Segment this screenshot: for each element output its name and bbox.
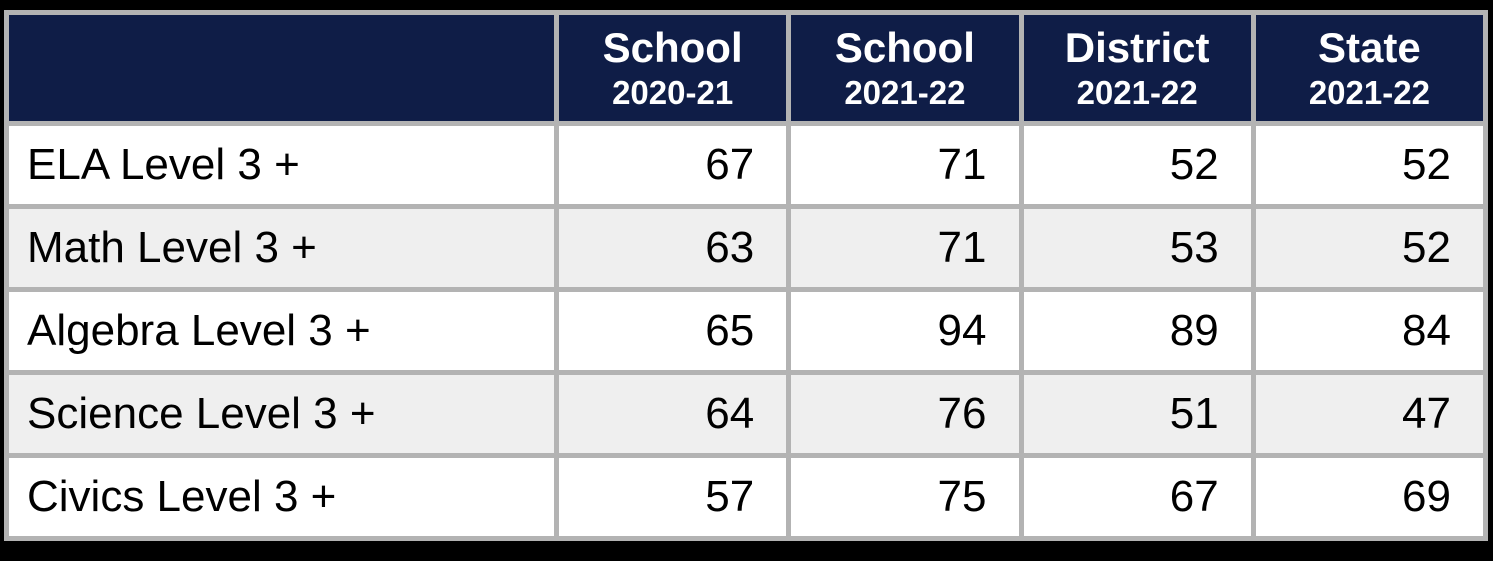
value-cell: 65 — [559, 292, 787, 370]
row-label: Algebra Level 3 + — [9, 292, 554, 370]
header-row: School 2020-21 School 2021-22 District 2… — [9, 15, 1483, 121]
row-label: Science Level 3 + — [9, 375, 554, 453]
column-header-school-2021-22: School 2021-22 — [791, 15, 1019, 121]
value-cell: 84 — [1255, 292, 1483, 370]
corner-header-cell — [9, 15, 554, 121]
column-header-year: 2021-22 — [844, 74, 966, 112]
table-row-civics: Civics Level 3 + 57 75 67 69 — [9, 458, 1483, 536]
column-header-year: 2021-22 — [1308, 74, 1430, 112]
value-cell: 89 — [1023, 292, 1251, 370]
value-cell: 67 — [559, 126, 787, 204]
table-row-ela: ELA Level 3 + 67 71 52 52 — [9, 126, 1483, 204]
value-cell: 52 — [1255, 126, 1483, 204]
table-row-math: Math Level 3 + 63 71 53 52 — [9, 209, 1483, 287]
column-header-district-2021-22: District 2021-22 — [1023, 15, 1251, 121]
table-row-science: Science Level 3 + 64 76 51 47 — [9, 375, 1483, 453]
value-cell: 57 — [559, 458, 787, 536]
value-cell: 47 — [1255, 375, 1483, 453]
value-cell: 94 — [791, 292, 1019, 370]
column-header-school-2020-21: School 2020-21 — [559, 15, 787, 121]
value-cell: 69 — [1255, 458, 1483, 536]
column-header-year: 2021-22 — [1076, 74, 1198, 112]
scores-table: School 2020-21 School 2021-22 District 2… — [4, 10, 1488, 541]
table-row-algebra: Algebra Level 3 + 65 94 89 84 — [9, 292, 1483, 370]
value-cell: 52 — [1023, 126, 1251, 204]
value-cell: 71 — [791, 126, 1019, 204]
row-label: Math Level 3 + — [9, 209, 554, 287]
scores-table-frame: School 2020-21 School 2021-22 District 2… — [4, 10, 1488, 541]
column-header-year: 2020-21 — [612, 74, 734, 112]
value-cell: 64 — [559, 375, 787, 453]
value-cell: 75 — [791, 458, 1019, 536]
value-cell: 63 — [559, 209, 787, 287]
value-cell: 52 — [1255, 209, 1483, 287]
value-cell: 51 — [1023, 375, 1251, 453]
value-cell: 53 — [1023, 209, 1251, 287]
value-cell: 67 — [1023, 458, 1251, 536]
value-cell: 71 — [791, 209, 1019, 287]
column-header-source: School — [834, 24, 975, 71]
column-header-state-2021-22: State 2021-22 — [1255, 15, 1483, 121]
column-header-source: School — [602, 24, 743, 71]
column-header-source: State — [1318, 24, 1421, 71]
row-label: ELA Level 3 + — [9, 126, 554, 204]
row-label: Civics Level 3 + — [9, 458, 554, 536]
value-cell: 76 — [791, 375, 1019, 453]
column-header-source: District — [1064, 24, 1210, 71]
